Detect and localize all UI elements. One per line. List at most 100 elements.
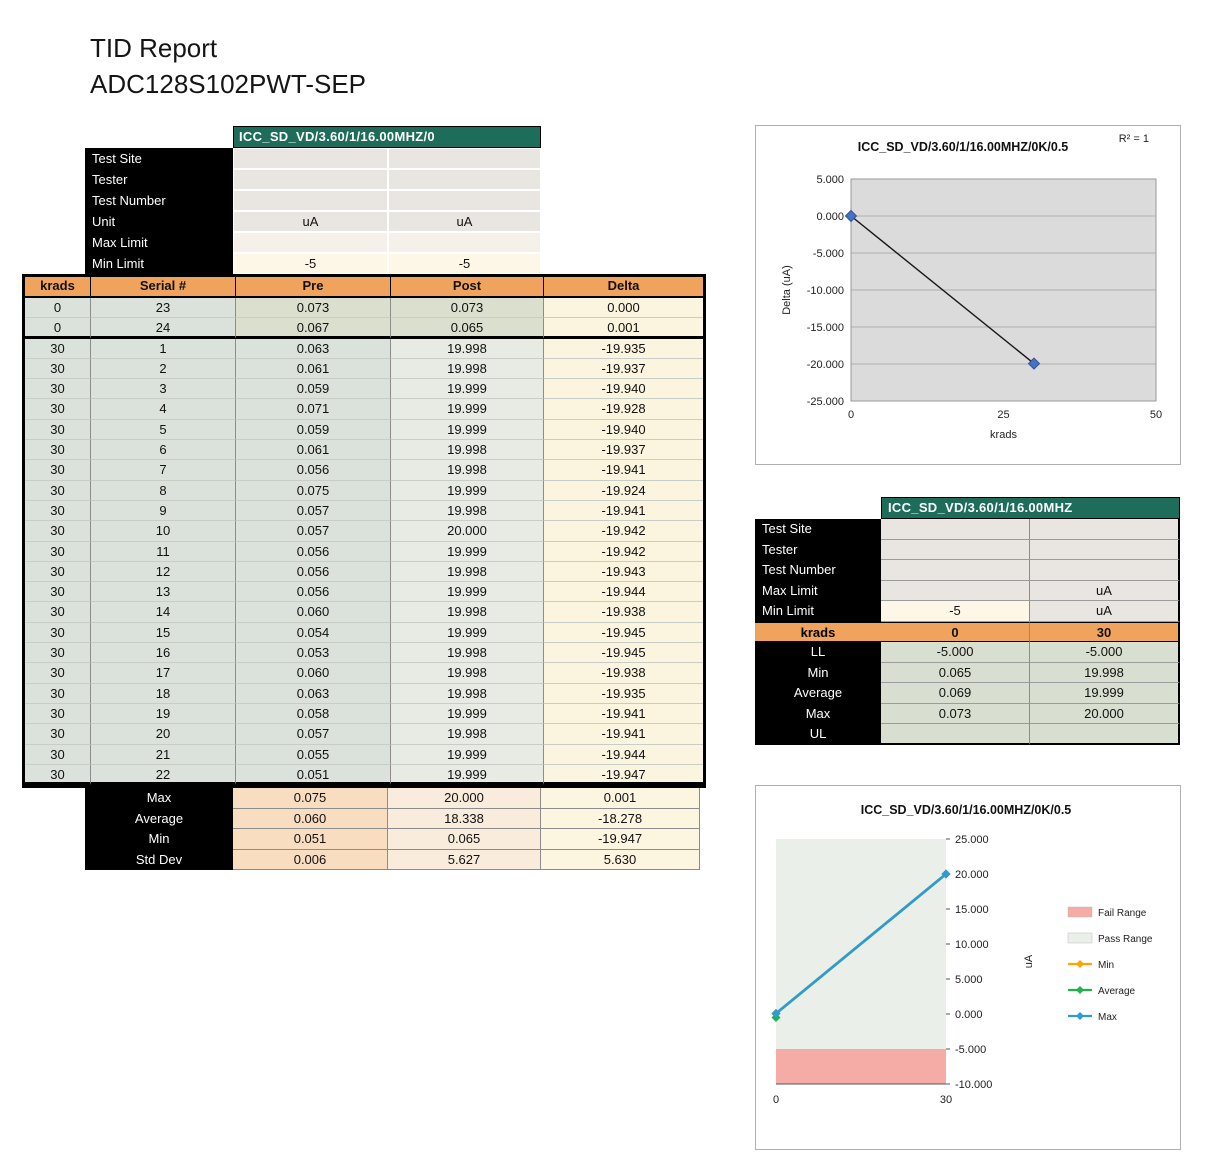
data-cell[interactable]: 18 bbox=[91, 683, 236, 704]
summary-cell[interactable]: 5.627 bbox=[388, 849, 541, 870]
info-cell[interactable]: -5 bbox=[388, 253, 541, 274]
data-cell[interactable]: 19.999 bbox=[391, 744, 544, 765]
info-cell[interactable] bbox=[388, 232, 541, 253]
column-header[interactable]: Serial # bbox=[91, 277, 236, 298]
data-cell[interactable]: 0.051 bbox=[236, 764, 391, 786]
data-cell[interactable]: 30 bbox=[25, 561, 91, 583]
range-chart[interactable]: 25.000 20.000 15.000 10.000 5.000 0.000 -5.000… bbox=[755, 785, 1181, 1150]
data-cell[interactable]: 0.056 bbox=[236, 460, 391, 481]
data-cell[interactable]: 0.065 bbox=[391, 318, 544, 339]
data-cell[interactable]: -19.924 bbox=[544, 480, 703, 501]
info-cell[interactable] bbox=[881, 580, 1030, 601]
data-cell[interactable]: 0.053 bbox=[236, 643, 391, 664]
left-table-title[interactable]: ICC_SD_VD/3.60/1/16.00MHZ/0 bbox=[233, 126, 541, 148]
data-cell[interactable]: 30 bbox=[25, 399, 91, 420]
data-cell[interactable]: 0.059 bbox=[236, 419, 391, 441]
data-cell[interactable]: 0.059 bbox=[236, 379, 391, 400]
data-cell[interactable]: 0.056 bbox=[236, 541, 391, 562]
data-cell[interactable]: 0.073 bbox=[391, 298, 544, 319]
data-cell[interactable]: 19.998 bbox=[391, 358, 544, 380]
data-cell[interactable]: 0.055 bbox=[236, 744, 391, 765]
data-cell[interactable]: 0.061 bbox=[236, 358, 391, 380]
info-cell[interactable] bbox=[881, 539, 1030, 560]
data-cell[interactable]: 19.998 bbox=[391, 683, 544, 704]
data-cell[interactable]: -19.937 bbox=[544, 358, 703, 380]
data-cell[interactable]: 2 bbox=[91, 358, 236, 380]
info-cell[interactable] bbox=[388, 148, 541, 169]
data-cell[interactable]: -19.938 bbox=[544, 663, 703, 684]
data-cell[interactable]: 0.063 bbox=[236, 338, 391, 359]
data-cell[interactable]: 19 bbox=[91, 703, 236, 725]
data-cell[interactable]: 19.999 bbox=[391, 582, 544, 603]
data-cell[interactable]: 3 bbox=[91, 379, 236, 400]
data-cell[interactable]: 0.060 bbox=[236, 602, 391, 623]
stat-cell[interactable] bbox=[1030, 724, 1180, 745]
data-cell[interactable]: -19.935 bbox=[544, 683, 703, 704]
data-cell[interactable]: -19.941 bbox=[544, 460, 703, 481]
info-cell[interactable] bbox=[388, 169, 541, 190]
summary-cell[interactable]: -19.947 bbox=[541, 829, 700, 850]
data-cell[interactable]: 30 bbox=[25, 744, 91, 765]
data-cell[interactable]: 19.999 bbox=[391, 622, 544, 644]
data-cell[interactable]: 0.057 bbox=[236, 521, 391, 542]
data-cell[interactable]: 5 bbox=[91, 419, 236, 441]
data-cell[interactable]: 4 bbox=[91, 399, 236, 420]
data-cell[interactable]: 17 bbox=[91, 663, 236, 684]
data-cell[interactable]: 15 bbox=[91, 622, 236, 644]
data-cell[interactable]: 19.998 bbox=[391, 460, 544, 481]
info-cell[interactable] bbox=[1030, 560, 1180, 581]
data-cell[interactable]: 0.061 bbox=[236, 440, 391, 461]
info-cell[interactable] bbox=[1030, 539, 1180, 560]
data-cell[interactable]: 7 bbox=[91, 460, 236, 481]
data-cell[interactable]: -19.941 bbox=[544, 703, 703, 725]
data-cell[interactable]: 14 bbox=[91, 602, 236, 623]
data-cell[interactable]: 20.000 bbox=[391, 521, 544, 542]
info-cell[interactable] bbox=[233, 232, 388, 253]
data-cell[interactable]: 0.001 bbox=[544, 318, 703, 339]
data-cell[interactable]: 9 bbox=[91, 500, 236, 522]
summary-cell[interactable]: 0.075 bbox=[233, 788, 388, 809]
summary-cell[interactable]: 0.060 bbox=[233, 808, 388, 829]
stat-cell[interactable]: 19.999 bbox=[1030, 683, 1180, 704]
data-cell[interactable]: -19.943 bbox=[544, 561, 703, 583]
data-cell[interactable]: -19.944 bbox=[544, 582, 703, 603]
data-cell[interactable]: 19.999 bbox=[391, 419, 544, 441]
stat-cell[interactable]: 19.998 bbox=[1030, 662, 1180, 683]
scatter-chart[interactable]: 5.000 0.000 -5.000 -10.000 -15.000 -20.000 -25… bbox=[755, 125, 1181, 465]
stat-cell[interactable]: 20.000 bbox=[1030, 703, 1180, 724]
data-cell[interactable]: -19.942 bbox=[544, 521, 703, 542]
data-cell[interactable]: 30 bbox=[25, 663, 91, 684]
stat-cell[interactable]: 0.065 bbox=[881, 662, 1030, 683]
krads-cell[interactable]: 30 bbox=[1030, 621, 1180, 642]
data-cell[interactable]: 19.998 bbox=[391, 602, 544, 623]
data-cell[interactable]: 0.073 bbox=[236, 298, 391, 319]
info-cell[interactable]: uA bbox=[1030, 580, 1180, 601]
data-cell[interactable]: 19.998 bbox=[391, 440, 544, 461]
info-cell[interactable]: uA bbox=[1030, 601, 1180, 622]
data-cell[interactable]: -19.947 bbox=[544, 764, 703, 786]
data-cell[interactable]: -19.935 bbox=[544, 338, 703, 359]
data-cell[interactable]: 0.057 bbox=[236, 724, 391, 745]
data-cell[interactable]: -19.945 bbox=[544, 622, 703, 644]
summary-cell[interactable]: 5.630 bbox=[541, 849, 700, 870]
data-cell[interactable]: 30 bbox=[25, 643, 91, 664]
data-cell[interactable]: 30 bbox=[25, 419, 91, 441]
data-cell[interactable]: 19.998 bbox=[391, 643, 544, 664]
data-cell[interactable]: 0.058 bbox=[236, 703, 391, 725]
info-cell[interactable] bbox=[881, 519, 1030, 540]
data-cell[interactable]: 0.056 bbox=[236, 582, 391, 603]
column-header[interactable]: Post bbox=[391, 277, 544, 298]
data-cell[interactable]: 6 bbox=[91, 440, 236, 461]
data-cell[interactable]: 11 bbox=[91, 541, 236, 562]
data-cell[interactable]: -19.941 bbox=[544, 500, 703, 522]
data-cell[interactable]: 0.071 bbox=[236, 399, 391, 420]
info-cell[interactable]: -5 bbox=[881, 601, 1030, 622]
data-cell[interactable]: -19.945 bbox=[544, 643, 703, 664]
data-cell[interactable]: 23 bbox=[91, 298, 236, 319]
data-cell[interactable]: 1 bbox=[91, 338, 236, 359]
data-cell[interactable]: 30 bbox=[25, 764, 91, 786]
stat-cell[interactable]: -5.000 bbox=[881, 642, 1030, 663]
data-cell[interactable]: -19.937 bbox=[544, 440, 703, 461]
data-cell[interactable]: 30 bbox=[25, 703, 91, 725]
data-cell[interactable]: 0.063 bbox=[236, 683, 391, 704]
